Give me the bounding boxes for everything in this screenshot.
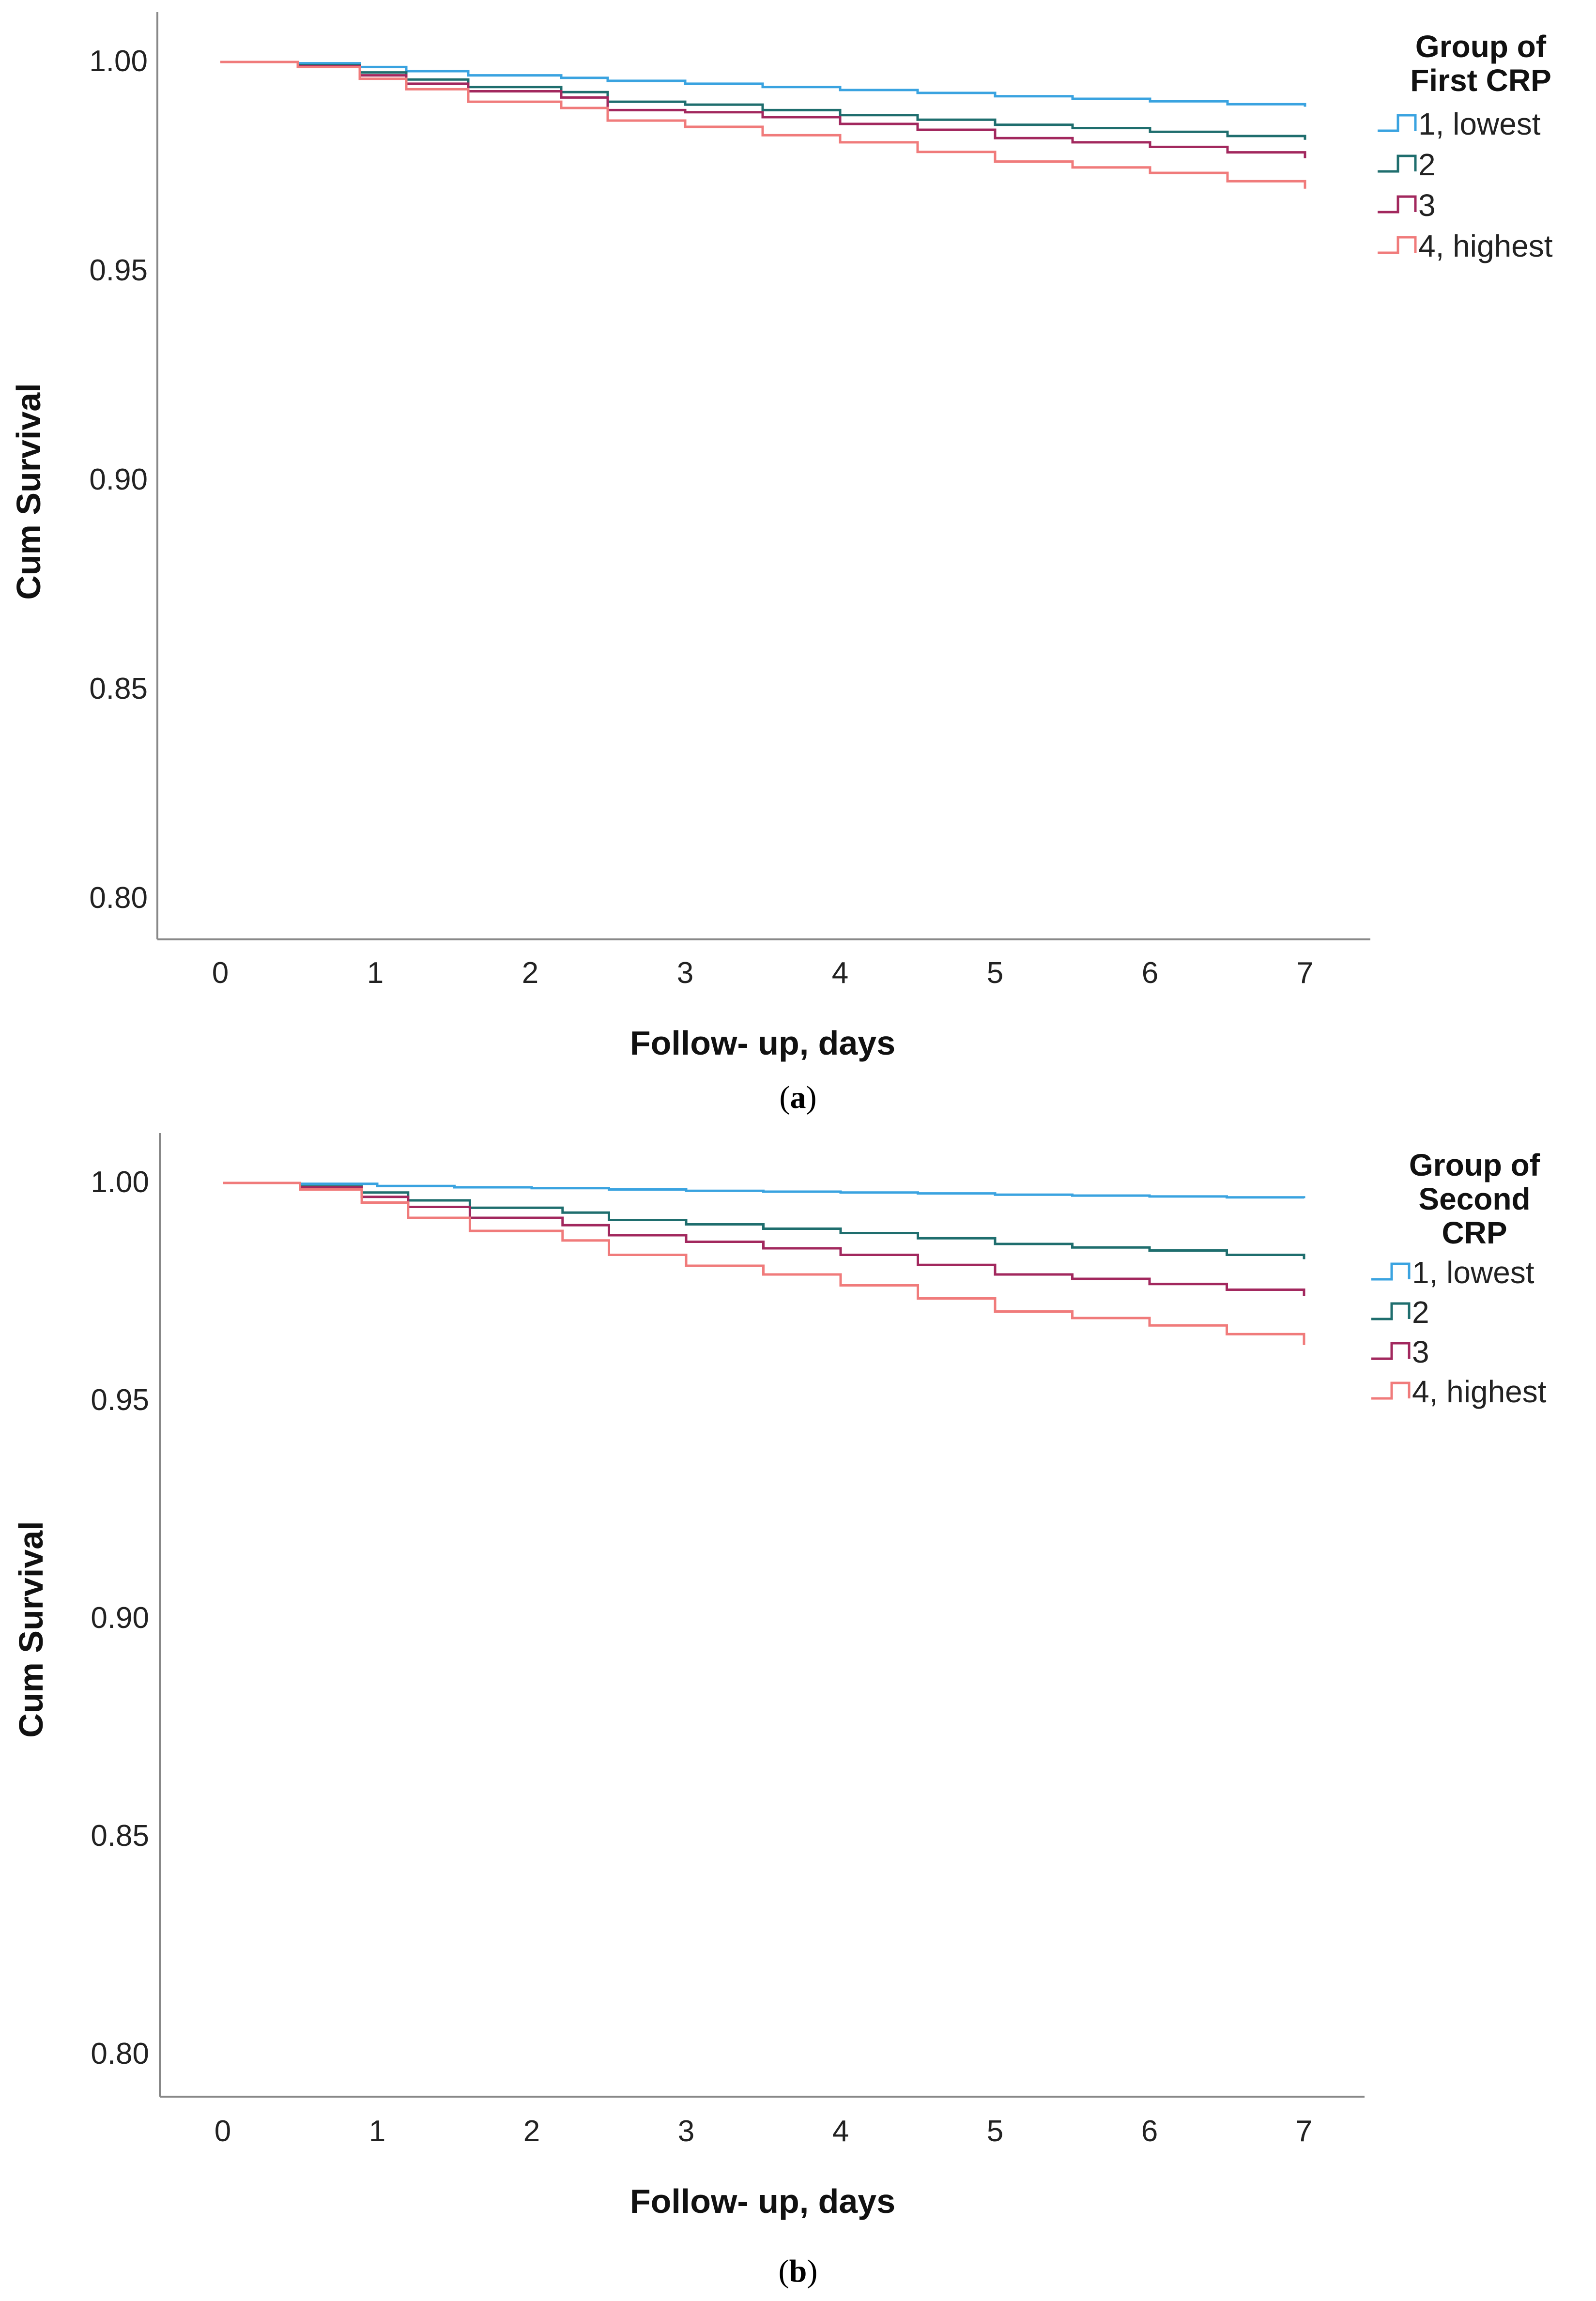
x-tick-label: 7 (1296, 2115, 1312, 2148)
legend-label: 3 (1412, 1335, 1429, 1369)
x-tick-label: 6 (1141, 2115, 1158, 2148)
survival-curve-series-3 (220, 61, 1306, 158)
x-tick-label: 5 (987, 2115, 1003, 2148)
panel-a-legend-entries: 1, lowest 2 3 4, highest (1378, 107, 1553, 263)
panel-b: 1.00 0.95 0.90 0.85 0.80 0 1 2 3 4 5 6 7… (12, 1133, 1547, 2289)
legend-title-line: Group of (1415, 29, 1547, 64)
x-axis-title: Follow- up, days (630, 1024, 895, 1062)
y-tick-label: 0.85 (89, 672, 148, 706)
y-tick-label: 0.80 (91, 2037, 149, 2071)
y-axis-title: Cum Survival (12, 1521, 50, 1737)
y-tick-label: 0.80 (89, 881, 148, 915)
legend-label: 2 (1418, 147, 1436, 182)
legend-line-swatch (1378, 114, 1417, 132)
y-tick-label: 0.95 (91, 1383, 149, 1417)
survival-curve-series-1 (223, 1181, 1305, 1199)
legend-title-line: Second (1418, 1181, 1530, 1216)
legend-label: 2 (1412, 1295, 1429, 1330)
panel-b-caption: (b) (779, 2254, 818, 2289)
panel-a-plot-area (220, 61, 1306, 189)
x-tick-label: 0 (212, 956, 229, 990)
legend-label: 4, highest (1418, 229, 1553, 263)
survival-curve-series-2 (220, 61, 1306, 140)
panel-a: 1.00 0.95 0.90 0.85 0.80 0 1 2 3 4 5 6 7… (10, 12, 1553, 1115)
legend-line-swatch (1371, 1342, 1411, 1360)
x-tick-label: 4 (832, 956, 848, 990)
survival-curve-series-4 (223, 1181, 1305, 1345)
legend-line-swatch (1378, 195, 1417, 214)
legend-label: 4, highest (1412, 1374, 1547, 1409)
x-tick-label: 5 (987, 956, 1003, 990)
y-axis-title: Cum Survival (10, 383, 47, 599)
x-tick-label: 7 (1297, 956, 1313, 990)
legend-line-swatch (1378, 236, 1417, 254)
y-tick-label: 1.00 (91, 1166, 149, 1199)
survival-curve-series-3 (223, 1181, 1305, 1296)
x-tick-label: 1 (367, 956, 384, 990)
x-tick-label: 6 (1142, 956, 1158, 990)
legend-label: 1, lowest (1412, 1255, 1535, 1290)
legend-label: 3 (1418, 188, 1436, 223)
x-tick-label: 1 (369, 2115, 385, 2148)
y-tick-label: 0.90 (91, 1601, 149, 1635)
panel-b-legend-entries: 1, lowest 2 3 4, highest (1371, 1255, 1547, 1409)
panel-a-caption: (a) (780, 1080, 817, 1115)
survival-curve-series-2 (223, 1181, 1305, 1259)
panel-b-plot-area (223, 1181, 1305, 1345)
legend-line-swatch (1371, 1262, 1411, 1281)
x-axis-title: Follow- up, days (630, 2182, 895, 2220)
y-tick-label: 0.90 (89, 463, 148, 496)
x-tick-label: 2 (523, 2115, 540, 2148)
survival-curve-series-4 (220, 61, 1306, 189)
legend-line-swatch (1371, 1302, 1411, 1320)
x-tick-label: 2 (522, 956, 538, 990)
x-tick-label: 0 (215, 2115, 231, 2148)
y-tick-label: 1.00 (89, 45, 148, 78)
legend-label: 1, lowest (1418, 107, 1541, 141)
legend-title-line: CRP (1442, 1215, 1507, 1250)
survival-curve-series-1 (220, 61, 1306, 107)
x-tick-label: 3 (677, 956, 693, 990)
y-tick-label: 0.95 (89, 254, 148, 287)
x-tick-label: 4 (832, 2115, 849, 2148)
legend-title-line: First CRP (1410, 63, 1551, 98)
legend-line-swatch (1378, 154, 1417, 173)
y-tick-label: 0.85 (91, 1819, 149, 1853)
legend-line-swatch (1371, 1381, 1411, 1400)
legend-title-line: Group of (1409, 1148, 1540, 1182)
x-tick-label: 3 (678, 2115, 694, 2148)
